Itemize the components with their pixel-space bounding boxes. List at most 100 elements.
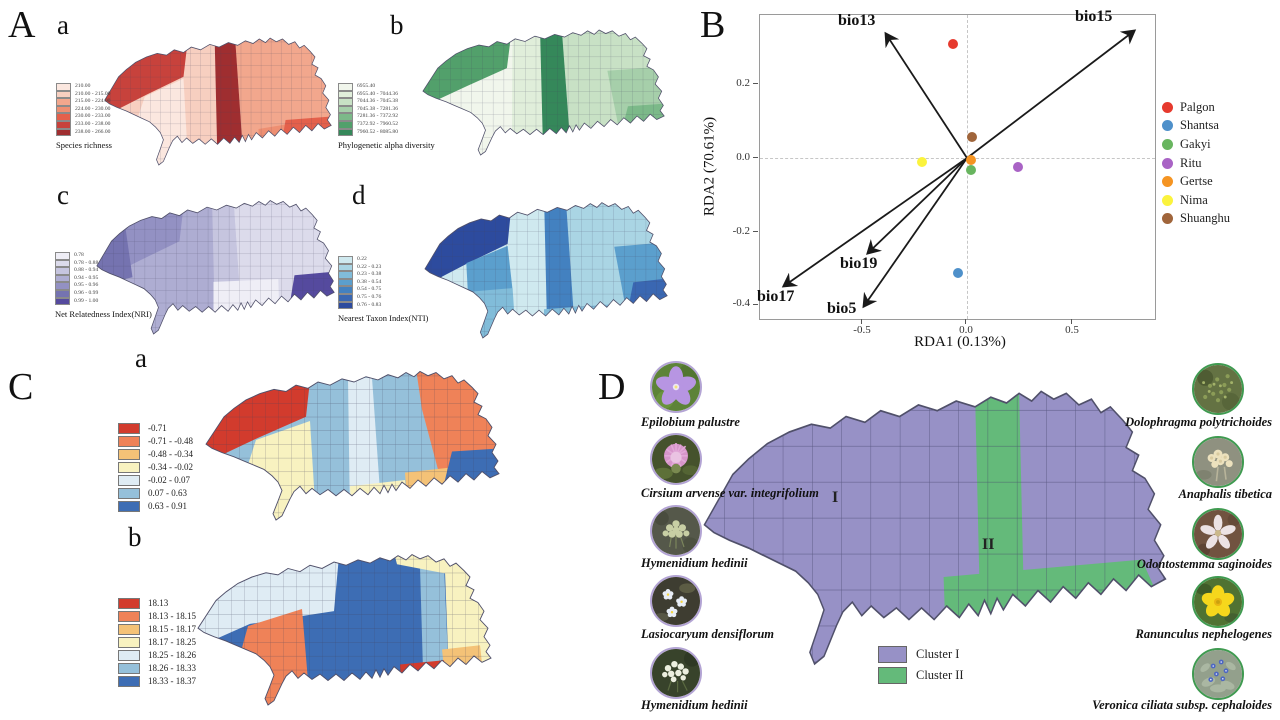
x-tick-label: 0.0 bbox=[959, 324, 973, 336]
legend-label: 210.00 bbox=[75, 83, 91, 89]
legend-nti: 0.22 0.22 - 0.23 0.23 - 0.38 0.38 - 0.54… bbox=[338, 256, 428, 323]
plant-photo-lasiocaryum bbox=[650, 575, 702, 627]
legend-swatch bbox=[56, 90, 71, 99]
legend-label: Cluster I bbox=[916, 647, 960, 661]
x-axis-label: RDA1 (0.13%) bbox=[914, 334, 1006, 350]
legend-swatch bbox=[338, 278, 353, 287]
map-zone bbox=[444, 673, 491, 705]
legend-label: 18.26 - 18.33 bbox=[148, 663, 196, 673]
panel-d-letter: D bbox=[598, 366, 626, 408]
vector-label-bio13: bio13 bbox=[838, 12, 876, 29]
legend-swatch bbox=[56, 113, 71, 121]
legend-label: 18.13 bbox=[148, 598, 169, 608]
legend-label: Gakyi bbox=[1180, 136, 1211, 151]
legend-swatch bbox=[338, 90, 353, 99]
legend-label: 0.63 - 0.91 bbox=[148, 501, 187, 511]
legend-label: 0.95 - 0.96 bbox=[74, 282, 99, 289]
plant-name: Hymenidium hedinii bbox=[641, 556, 748, 570]
choropleth-phylo-diversity bbox=[422, 29, 665, 156]
plant-name: Ranunculus nephelogenes bbox=[1135, 627, 1273, 641]
legend-swatch bbox=[118, 475, 140, 486]
cluster-map bbox=[703, 390, 1167, 665]
x-tickmark bbox=[1071, 319, 1072, 324]
legend-swatch bbox=[118, 449, 140, 460]
legend-swatch bbox=[56, 128, 71, 137]
legend-swatch bbox=[338, 98, 353, 106]
legend-label: 0.75 - 0.76 bbox=[357, 293, 382, 300]
legend-swatch bbox=[338, 301, 353, 310]
cluster-ii-map-label: II bbox=[982, 536, 995, 553]
map-title: Net Relatedness Index(NRI) bbox=[55, 309, 152, 320]
map-a-sublabel: a bbox=[57, 10, 69, 40]
plant-photo-odontostemma bbox=[1192, 508, 1244, 560]
legend-swatch bbox=[118, 423, 140, 434]
legend-swatch bbox=[55, 274, 70, 283]
plant-name: Lasiocaryum densiflorum bbox=[641, 627, 774, 641]
legend-label: 230.00 - 233.00 bbox=[75, 113, 111, 120]
legend-label: 0.54 - 0.75 bbox=[357, 286, 382, 293]
site-point-gertse bbox=[966, 155, 976, 165]
legend-swatch bbox=[118, 637, 140, 648]
vector-label-bio19: bio19 bbox=[840, 255, 878, 272]
vector-bio17 bbox=[781, 157, 968, 288]
legend-swatch bbox=[118, 501, 140, 512]
legend-swatch bbox=[878, 646, 907, 663]
legend-swatch bbox=[338, 263, 353, 272]
choropleth-nti bbox=[424, 202, 668, 339]
y-tick-label: 0.2 bbox=[736, 77, 750, 89]
legend-nri: 0.78 0.78 - 0.88 0.88 - 0.94 0.94 - 0.95… bbox=[55, 252, 152, 319]
legend-label: 224.00 - 230.00 bbox=[75, 105, 111, 112]
legend-label: 0.99 - 1.00 bbox=[74, 297, 99, 304]
legend-label: 0.78 - 0.88 bbox=[74, 259, 99, 266]
legend-swatch bbox=[338, 286, 353, 294]
cluster-legend: Cluster I Cluster II bbox=[878, 644, 964, 686]
map-b-sublabel: b bbox=[390, 10, 404, 40]
legend-label: 0.22 - 0.23 bbox=[357, 263, 382, 270]
legend-label: Shantsa bbox=[1180, 118, 1219, 133]
panel-c-letter: C bbox=[8, 366, 34, 408]
legend-label: 0.07 - 0.63 bbox=[148, 488, 187, 498]
legend-dot bbox=[1162, 101, 1173, 113]
choropleth-c-a bbox=[205, 370, 500, 521]
legend-c-a: -0.71 -0.71 - -0.48 -0.48 - -0.34 -0.34 … bbox=[118, 422, 193, 513]
legend-dot bbox=[1162, 213, 1173, 225]
site-point-ritu bbox=[1013, 162, 1023, 172]
rda-plot-frame bbox=[759, 14, 1156, 320]
legend-swatch bbox=[338, 113, 353, 121]
legend-swatch bbox=[56, 120, 71, 129]
legend-swatch bbox=[56, 105, 71, 114]
plant-name: Anaphalis tibetica bbox=[1178, 487, 1272, 501]
plant-photo-hymenidium-2 bbox=[650, 647, 702, 699]
plant-photo-veronica bbox=[1192, 648, 1244, 700]
y-tick-label: -0.4 bbox=[732, 297, 750, 309]
legend-dot bbox=[1162, 176, 1173, 188]
y-tickmark bbox=[753, 157, 758, 158]
legend-swatch bbox=[118, 462, 140, 473]
y-tickmark bbox=[753, 231, 758, 232]
vector-label-bio15: bio15 bbox=[1075, 8, 1113, 25]
plant-name: Dolophragma polytrichoides bbox=[1125, 415, 1272, 429]
x-tickmark bbox=[965, 319, 966, 324]
legend-label: Shuanghu bbox=[1180, 211, 1230, 226]
legend-label: 0.23 - 0.38 bbox=[357, 271, 382, 278]
legend-label: 0.76 - 0.83 bbox=[357, 301, 382, 308]
vector-label-bio17: bio17 bbox=[757, 288, 795, 305]
legend-label: 7044.36 - 7045.38 bbox=[357, 98, 399, 105]
legend-label: -0.71 - -0.48 bbox=[148, 436, 193, 446]
legend-label: Palgon bbox=[1180, 99, 1215, 114]
legend-label: 0.94 - 0.95 bbox=[74, 274, 99, 281]
y-tickmark bbox=[753, 304, 758, 305]
legend-swatch bbox=[338, 120, 353, 129]
legend-label: -0.34 - -0.02 bbox=[148, 462, 193, 472]
x-tickmark bbox=[861, 319, 862, 324]
y-axis-label: RDA2 (70.61%) bbox=[701, 116, 718, 217]
legend-swatch bbox=[338, 105, 353, 114]
legend-label: 238.00 - 266.00 bbox=[75, 128, 111, 135]
vector-bio5 bbox=[862, 157, 968, 309]
map-ca-sublabel: a bbox=[135, 343, 147, 373]
legend-label: Gertse bbox=[1180, 174, 1213, 189]
legend-label: 0.38 - 0.54 bbox=[357, 278, 382, 285]
legend-dot bbox=[1162, 120, 1173, 132]
site-point-gakyi bbox=[966, 165, 976, 175]
map-title: Nearest Taxon Index(NTI) bbox=[338, 313, 429, 324]
